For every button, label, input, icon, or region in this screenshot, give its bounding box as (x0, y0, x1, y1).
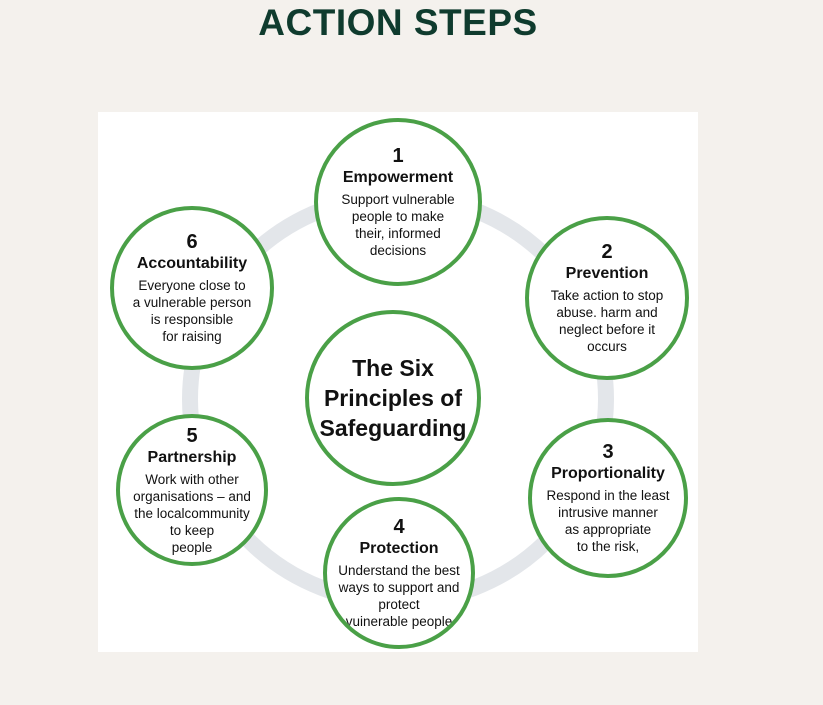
principle-name: Partnership (147, 448, 237, 466)
safeguarding-diagram: The Six Principles of Safeguarding 1 Emp… (98, 112, 698, 652)
principle-number: 5 (186, 424, 198, 447)
center-circle: The Six Principles of Safeguarding (305, 310, 481, 486)
principle-description: Everyone close to a vulnerable person is… (132, 278, 252, 344)
principle-number: 1 (392, 145, 404, 167)
principle-number: 6 (186, 231, 198, 253)
principle-name: Prevention (565, 265, 649, 282)
principle-name: Accountability (136, 255, 248, 272)
principle-empowerment: 1 Empowerment Support vulnerable people … (314, 118, 482, 286)
page-title: ACTION STEPS (258, 2, 538, 43)
principle-prevention: 2 Prevention Take action to stop abuse. … (525, 216, 689, 380)
principle-proportionality: 3 Proportionality Respond in the least i… (528, 418, 688, 578)
principle-name: Proportionality (551, 465, 665, 482)
principle-partnership: 5 Partnership Work with other organisati… (116, 414, 268, 566)
principle-number: 4 (393, 516, 405, 538)
principle-protection: 4 Protection Understand the best ways to… (323, 497, 475, 649)
principle-description: Understand the best ways to support and … (338, 563, 460, 629)
principle-description: Respond in the least intrusive manner as… (546, 488, 670, 554)
principle-description: Take action to stop abuse. harm and negl… (550, 288, 664, 354)
principle-accountability: 6 Accountability Everyone close to a vul… (110, 206, 274, 370)
principle-name: Empowerment (342, 169, 454, 186)
diagram-center-title: The Six Principles of Safeguarding (319, 355, 467, 441)
principle-number: 3 (602, 441, 614, 463)
principle-description: Work with other organisations – and the … (133, 471, 251, 555)
principle-number: 2 (601, 241, 613, 263)
principle-description: Support vulnerable people to make their,… (341, 192, 455, 258)
principle-name: Protection (359, 540, 439, 557)
